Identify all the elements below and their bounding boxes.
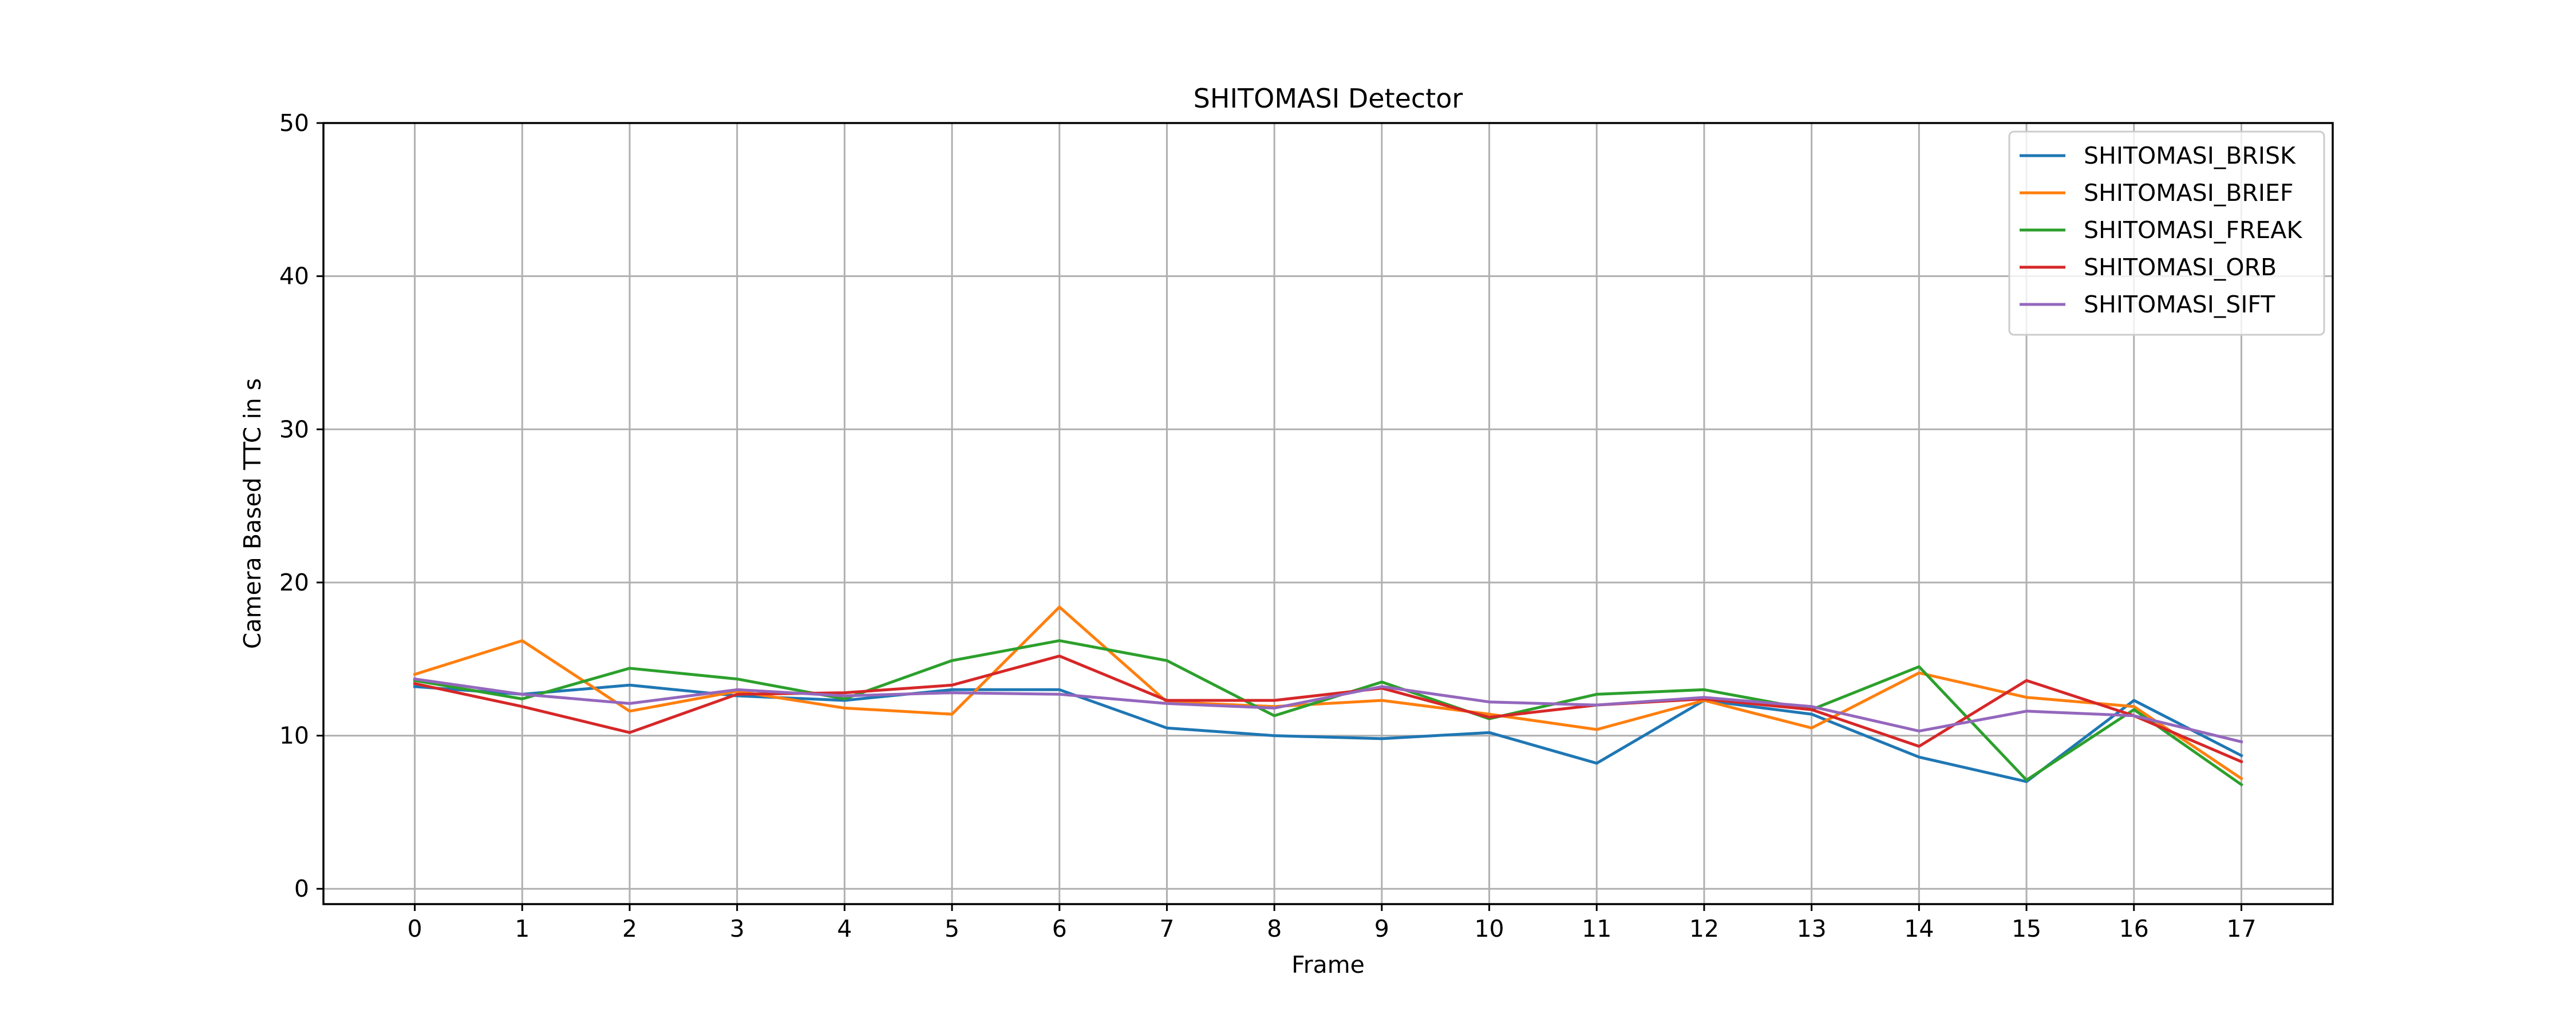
series-line-shitomasi-brief <box>413 605 2243 781</box>
plot-area-frame <box>322 122 2334 905</box>
x-tick-label: 10 <box>1474 915 1504 942</box>
x-tick-label: 6 <box>1052 915 1067 942</box>
x-tick-label: 2 <box>622 915 637 942</box>
x-tick-label: 14 <box>1904 915 1934 942</box>
x-tick-label: 0 <box>407 915 422 942</box>
legend-label: SHITOMASI_FREAK <box>2084 216 2302 244</box>
x-tick-label: 13 <box>1797 915 1827 942</box>
legend-label: SHITOMASI_BRISK <box>2084 142 2296 169</box>
chart-title: SHITOMASI Detector <box>1194 83 1463 114</box>
legend: SHITOMASI_BRISK SHITOMASI_BRIEF SHITOMASI_… <box>2008 130 2325 336</box>
legend-label: SHITOMASI_SIFT <box>2084 291 2275 318</box>
x-tick-label: 7 <box>1159 915 1174 942</box>
x-tick-label: 11 <box>1582 915 1611 942</box>
x-tick-label: 9 <box>1374 915 1389 942</box>
x-tick-label: 3 <box>730 915 745 942</box>
series-line-shitomasi-orb <box>413 654 2243 764</box>
legend-box <box>2008 130 2325 336</box>
legend-label: SHITOMASI_BRIEF <box>2084 179 2294 207</box>
series-lines <box>413 605 2243 787</box>
x-tick-label: 4 <box>837 915 852 942</box>
x-tick-label: 15 <box>2012 915 2041 942</box>
y-tick-label: 0 <box>294 875 309 902</box>
y-tick-label: 30 <box>279 415 309 443</box>
x-tick-label: 5 <box>945 915 959 942</box>
series-line-shitomasi-freak <box>413 639 2243 787</box>
y-tick-label: 10 <box>279 722 309 750</box>
x-tick-label: 12 <box>1689 915 1719 942</box>
x-tick-label: 17 <box>2226 915 2256 942</box>
y-tick-label: 50 <box>279 109 309 137</box>
y-axis-ticks: 0 10 20 30 40 50 <box>279 109 323 902</box>
x-tick-label: 16 <box>2119 915 2149 942</box>
x-tick-label: 8 <box>1267 915 1282 942</box>
legend-label: SHITOMASI_ORB <box>2084 253 2277 281</box>
x-axis-label: Frame <box>1291 951 1365 978</box>
series-line-shitomasi-sift <box>413 677 2243 744</box>
x-tick-label: 1 <box>515 915 530 942</box>
x-axis-ticks: 0 1 2 3 4 5 6 7 8 9 10 11 12 13 14 15 16 17 <box>407 904 2257 942</box>
y-axis-label: Camera Based TTC in s <box>239 378 266 649</box>
y-tick-label: 20 <box>279 569 309 596</box>
y-tick-label: 40 <box>279 263 309 290</box>
